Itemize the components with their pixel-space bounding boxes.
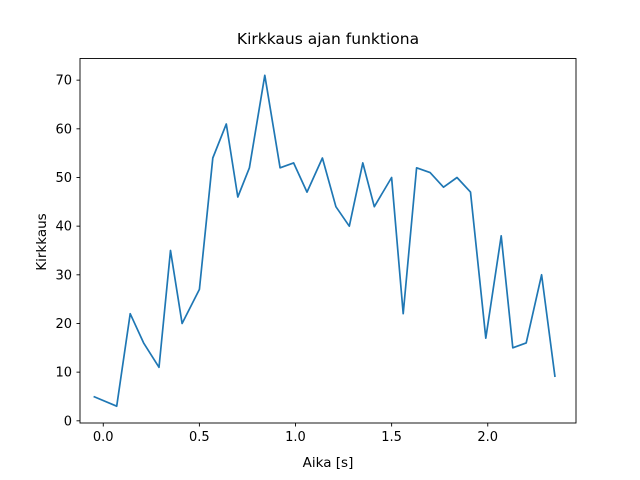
data-series-line — [93, 74, 556, 408]
chart-title: Kirkkaus ajan funktiona — [237, 30, 419, 48]
x-tick-label: 2.0 — [477, 430, 498, 445]
y-axis-label: Kirkkaus — [34, 213, 50, 270]
x-tick-label: 1.5 — [381, 430, 402, 445]
y-tick-label: 30 — [55, 268, 72, 283]
x-tick-label: 1.0 — [285, 430, 306, 445]
x-tick-label: 0.0 — [93, 430, 114, 445]
y-tick-label: 50 — [55, 171, 72, 186]
y-tick-label: 60 — [55, 122, 72, 137]
y-tick-label: 40 — [55, 220, 72, 235]
y-tick-label: 20 — [55, 317, 72, 332]
x-axis-label: Aika [s] — [303, 455, 354, 471]
y-tick-label: 70 — [55, 74, 72, 89]
x-tick-label: 0.5 — [189, 430, 210, 445]
y-tick-label: 0 — [64, 414, 72, 429]
y-tick-label: 10 — [55, 366, 72, 381]
plot-area: 0.0 0.5 1.0 1.5 2.0 0 10 20 30 40 50 60 70 — [55, 58, 577, 445]
plot-border — [79, 58, 577, 424]
